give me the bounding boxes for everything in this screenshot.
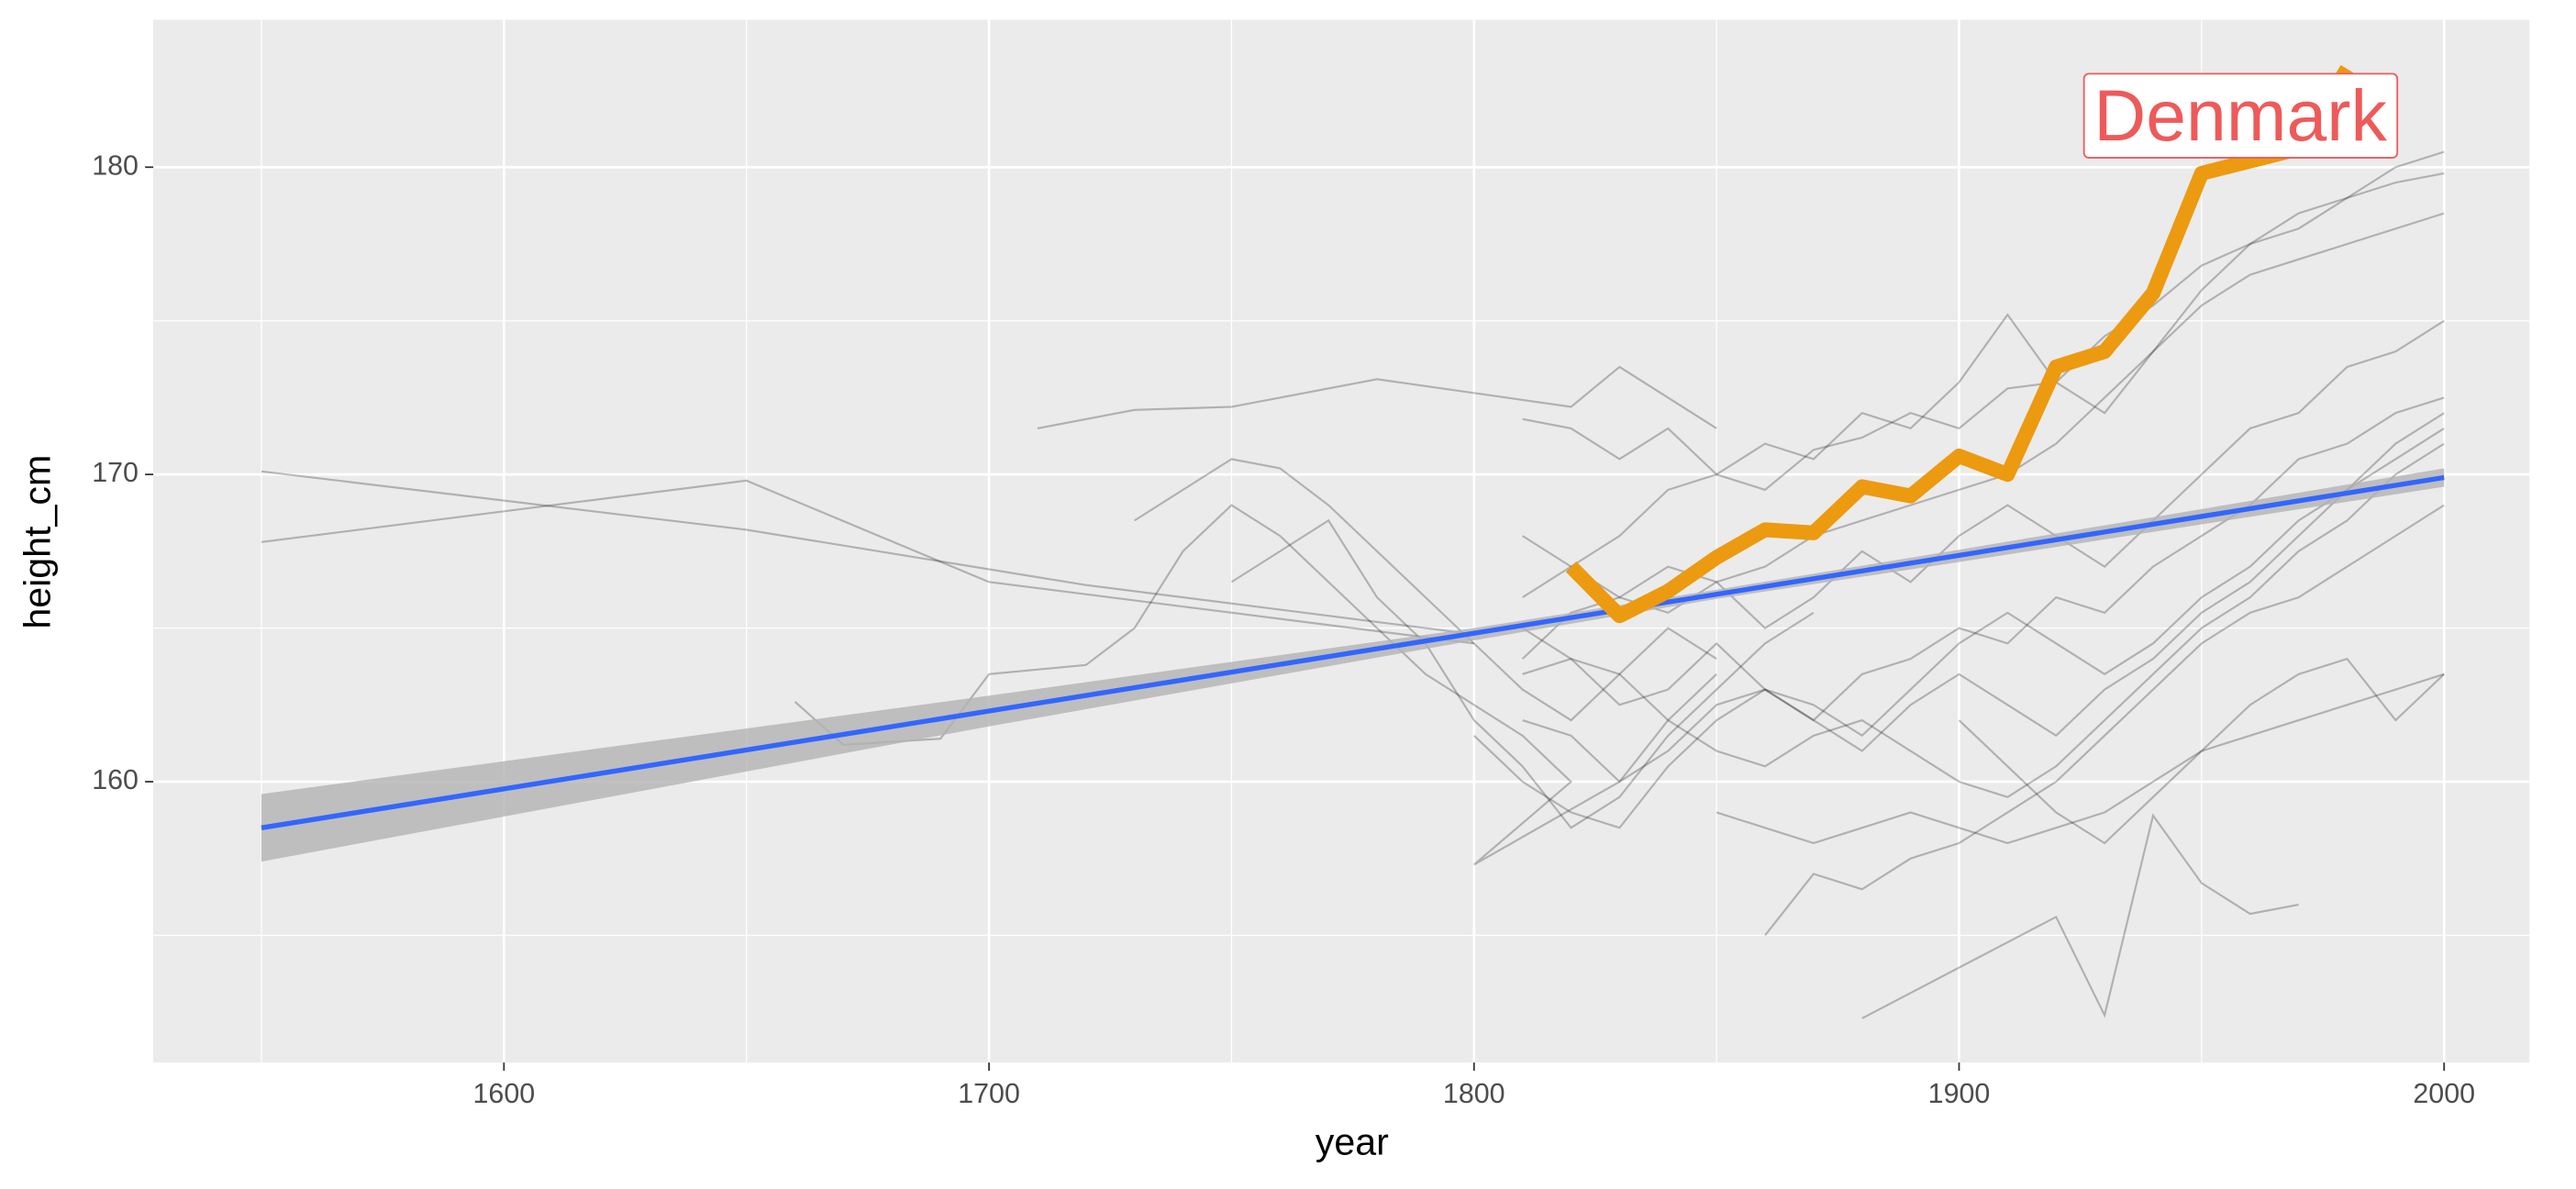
country-line bbox=[1522, 412, 2445, 783]
series-label-box bbox=[2082, 72, 2399, 159]
x-tick-label: 1800 bbox=[1443, 1078, 1505, 1109]
y-tick-label: 180 bbox=[92, 150, 139, 181]
country-line bbox=[1764, 504, 2445, 937]
panel-background bbox=[153, 19, 2530, 1063]
country-line bbox=[1037, 365, 1717, 429]
x-tick-label: 2000 bbox=[2413, 1078, 2475, 1109]
plot-area bbox=[153, 19, 2530, 1063]
y-axis-title: height_cm bbox=[16, 455, 58, 629]
country-line bbox=[261, 470, 1474, 636]
x-tick-label: 1900 bbox=[1928, 1078, 1991, 1109]
trend-line bbox=[261, 474, 2445, 830]
country-line bbox=[1522, 172, 2445, 492]
x-tick-label: 1700 bbox=[958, 1078, 1020, 1109]
country-line bbox=[1230, 518, 1815, 829]
series-label: Denmark bbox=[2093, 75, 2387, 156]
country-line bbox=[1473, 428, 2445, 829]
country-line bbox=[261, 479, 1474, 645]
country-line bbox=[1958, 657, 2445, 845]
x-axis-title: year bbox=[1316, 1121, 1389, 1163]
series-line bbox=[1565, 64, 2354, 624]
y-tick-label: 160 bbox=[92, 764, 139, 795]
country-line bbox=[1522, 396, 2445, 722]
country-line bbox=[1522, 150, 2445, 599]
country-line bbox=[1715, 672, 2445, 845]
x-tick-label: 1600 bbox=[472, 1078, 535, 1109]
country-line bbox=[1085, 504, 1717, 866]
country-line bbox=[1522, 212, 2445, 615]
country-line bbox=[1521, 319, 2445, 660]
country-line bbox=[1861, 813, 2299, 1019]
series-label-group: Denmark bbox=[2082, 72, 2399, 159]
y-tick-label: 170 bbox=[92, 457, 139, 488]
country-line bbox=[1134, 458, 1717, 722]
country-line bbox=[1522, 442, 2445, 798]
